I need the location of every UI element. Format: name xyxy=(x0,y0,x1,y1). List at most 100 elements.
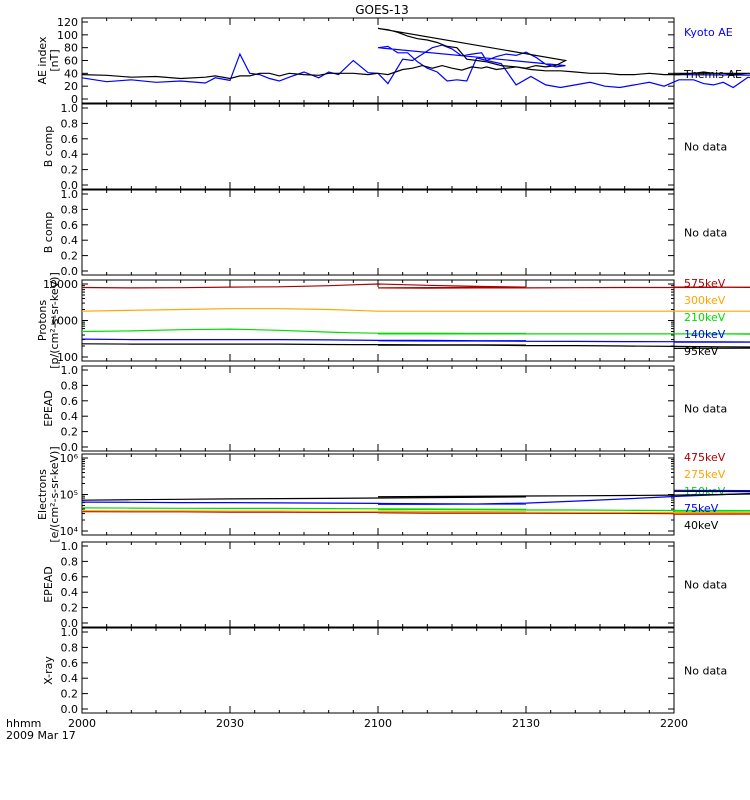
legend-300kev: 300keV xyxy=(684,294,726,307)
legend-140kev: 140keV xyxy=(684,328,726,341)
panel-status: No data xyxy=(684,579,727,592)
time-tick-label: 2200 xyxy=(660,717,688,730)
y-tick-label: 0.0 xyxy=(61,179,79,192)
legend-40kev: 40keV xyxy=(684,519,719,532)
y-tick-label: 0.8 xyxy=(61,555,79,568)
y-tick-label: 10000 xyxy=(43,278,78,291)
legend-themis-ae: Themis AE xyxy=(683,68,742,81)
y-axis-title: Electrons xyxy=(36,469,49,520)
y-tick-label: 10⁴ xyxy=(60,525,79,538)
y-tick-label: 0.6 xyxy=(61,133,79,146)
y-tick-label: 0.0 xyxy=(61,703,79,716)
y-axis-title: EPEAD xyxy=(42,390,55,427)
time-tick-label: 2130 xyxy=(512,717,540,730)
series-line-themis-ae xyxy=(81,27,750,80)
legend-475kev: 475keV xyxy=(684,451,726,464)
y-tick-label: 80 xyxy=(64,42,78,55)
y-tick-label: 0.8 xyxy=(61,117,79,130)
panel-3: 0.0 0.2 0.4 0.6 0.8 1.0 B comp No data xyxy=(42,188,727,278)
time-axis-label: hhmm xyxy=(6,717,41,730)
legend-75kev: 75keV xyxy=(684,502,719,515)
time-tick-label: 2100 xyxy=(364,717,392,730)
panel-7: 0.0 0.2 0.4 0.6 0.8 1.0 EPEAD No data xyxy=(42,540,727,630)
panel-frame xyxy=(81,453,675,536)
y-tick-label: 0.4 xyxy=(61,410,79,423)
y-tick-label: 10⁶ xyxy=(60,452,79,465)
figure-title: GOES-13 xyxy=(355,3,409,17)
time-tick-label: 2000 xyxy=(68,717,96,730)
series-line-95kev xyxy=(81,343,750,349)
panel-frame xyxy=(81,627,675,714)
legend-210kev: 210keV xyxy=(684,311,726,324)
legend-575kev: 575keV xyxy=(684,277,726,290)
y-tick-label: 0.6 xyxy=(61,219,79,232)
y-axis-title: B comp xyxy=(42,126,55,168)
y-tick-label: 0.6 xyxy=(61,395,79,408)
y-tick-label: 20 xyxy=(64,80,78,93)
y-tick-label: 0.4 xyxy=(61,586,79,599)
y-tick-label: 0.2 xyxy=(61,164,79,177)
series-line-210kev xyxy=(81,328,750,335)
y-tick-label: 100 xyxy=(57,351,78,364)
y-tick-label: 0.4 xyxy=(61,148,79,161)
series-line-40kev xyxy=(81,490,750,501)
panel-2: 0.0 0.2 0.4 0.6 0.8 1.0 B comp No data xyxy=(42,102,727,192)
y-tick-label: 0.8 xyxy=(61,641,79,654)
series-line-140kev xyxy=(81,338,750,343)
y-tick-label: 1.0 xyxy=(61,188,79,201)
panel-6: 10⁴ 10⁵ 10⁶ Electrons [e/(cm²-s-sr-keV)] 475k… xyxy=(36,446,750,543)
y-tick-label: 0.0 xyxy=(61,265,79,278)
y-tick-label: 0.2 xyxy=(61,426,79,439)
y-tick-label: 0.8 xyxy=(61,379,79,392)
y-tick-label: 0.4 xyxy=(61,234,79,247)
panel-frame xyxy=(81,365,675,452)
panel-frame xyxy=(81,103,675,190)
time-axis-date: 2009 Mar 17 xyxy=(6,729,76,742)
y-tick-label: 1.0 xyxy=(61,102,79,115)
panel-5: 0.0 0.2 0.4 0.6 0.8 1.0 EPEAD No data xyxy=(42,364,727,454)
y-tick-label: 120 xyxy=(57,16,78,29)
series-line-kyoto-ae xyxy=(81,44,750,89)
y-tick-label: 0 xyxy=(71,93,78,106)
y-tick-label: 0.2 xyxy=(61,602,79,615)
series-line-300kev xyxy=(81,308,750,312)
y-axis-title: B comp xyxy=(42,212,55,254)
series-line-150kev xyxy=(81,507,750,512)
legend-275kev: 275keV xyxy=(684,468,726,481)
panel-frame xyxy=(81,17,675,104)
panel-frame xyxy=(81,189,675,276)
y-tick-label: 10⁵ xyxy=(60,489,78,502)
y-tick-label: 0.2 xyxy=(61,250,79,263)
y-axis-title: X-ray xyxy=(42,656,55,685)
legend-kyoto-ae: Kyoto AE xyxy=(684,26,733,39)
y-tick-label: 40 xyxy=(64,67,78,80)
series-line-275kev xyxy=(81,510,750,514)
panel-frame xyxy=(81,541,675,628)
y-axis-title: [nT] xyxy=(48,49,61,71)
y-axis-title: AE index xyxy=(36,36,49,85)
panel-8: 0.0 0.2 0.4 0.6 0.8 1.0 X-ray No data xyxy=(42,626,727,716)
y-axis-title: Protons xyxy=(36,300,49,341)
y-axis-title: [e/(cm²-s-sr-keV)] xyxy=(48,446,61,542)
y-tick-label: 100 xyxy=(57,29,78,42)
panel-4: 100 1000 10000 Protons [p/(cm²-s-sr-keV)] 575… xyxy=(36,272,750,369)
time-axis: hhmm 2009 Mar 17 2000 2030 2100 2130 2200 xyxy=(6,717,688,742)
y-tick-label: 0.4 xyxy=(61,672,79,685)
panel-status: No data xyxy=(684,227,727,240)
y-tick-label: 0.0 xyxy=(61,617,79,630)
panel-status: No data xyxy=(684,665,727,678)
y-tick-label: 0.8 xyxy=(61,203,79,216)
legend-95kev: 95keV xyxy=(684,345,719,358)
panel-status: No data xyxy=(684,141,727,154)
y-tick-label: 0.2 xyxy=(61,688,79,701)
y-tick-label: 1000 xyxy=(50,315,78,328)
y-axis-title: EPEAD xyxy=(42,566,55,603)
panel-status: No data xyxy=(684,403,727,416)
y-tick-label: 1.0 xyxy=(61,540,79,553)
y-tick-label: 0.0 xyxy=(61,441,79,454)
y-tick-label: 0.6 xyxy=(61,657,79,670)
y-tick-label: 60 xyxy=(64,55,78,68)
